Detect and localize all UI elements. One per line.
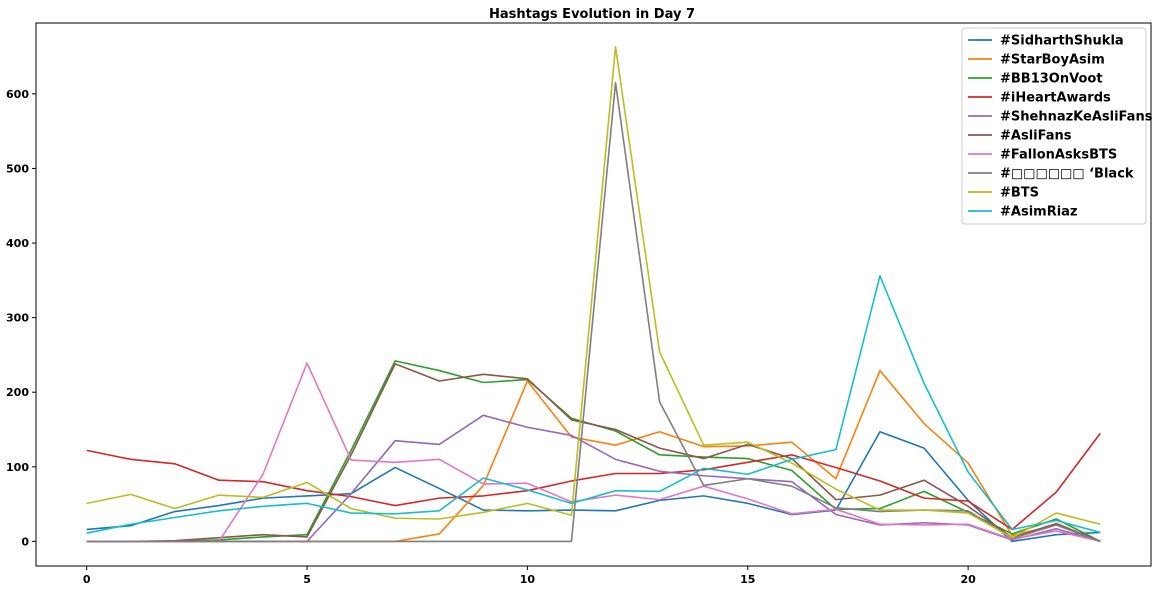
- legend-box: [961, 27, 1147, 225]
- y-tick-label: 0: [21, 535, 29, 548]
- legend-label: #iHeartAwards: [1000, 91, 1111, 106]
- legend-label: #ShehnazKeAsliFans: [1000, 110, 1153, 125]
- legend-label: #FallonAsksBTS: [1000, 148, 1117, 163]
- plot-frame: [35, 22, 1152, 567]
- x-tick-label: 15: [740, 573, 755, 586]
- series-line-6: [86, 362, 1101, 543]
- x-tick-label: 10: [520, 573, 536, 586]
- series-line-3: [86, 432, 1101, 531]
- legend: #SidharthShukla #StarBoyAsim #BB13OnVoot #i…: [961, 27, 1153, 225]
- legend-label: #AsliFans: [1000, 129, 1072, 144]
- y-tick-label: 100: [6, 461, 29, 474]
- series-line-2: [86, 360, 1101, 543]
- legend-item: #ShehnazKeAsliFans: [968, 110, 1153, 125]
- legend-item: #AsliFans: [968, 129, 1072, 144]
- legend-label: #BTS: [1000, 186, 1039, 201]
- legend-label: #SidharthShukla: [1000, 34, 1124, 49]
- legend-item: #AsimRiaz: [968, 205, 1078, 220]
- legend-label: #BB13OnVoot: [1000, 72, 1103, 87]
- legend-item: #StarBoyAsim: [968, 53, 1105, 68]
- series-line-4: [86, 414, 1101, 543]
- y-tick-label: 500: [6, 162, 29, 175]
- chart-title: Hashtags Evolution in Day 7: [489, 7, 695, 22]
- x-tick-label: 20: [960, 573, 976, 586]
- series-line-0: [86, 430, 1101, 543]
- series-line-7: [86, 81, 1101, 543]
- legend-item: #□□□□□□ ‘Black: [968, 167, 1134, 182]
- legend-item: #FallonAsksBTS: [968, 148, 1117, 163]
- legend-item: #BTS: [968, 186, 1039, 201]
- series-line-1: [86, 369, 1101, 543]
- y-tick-label: 400: [6, 237, 29, 250]
- series-group: [86, 46, 1101, 543]
- legend-item: #SidharthShukla: [968, 34, 1124, 49]
- y-tick-label: 300: [6, 312, 29, 325]
- x-axis: 0 5 10 15 20: [83, 566, 976, 586]
- series-line-8: [86, 46, 1101, 539]
- y-axis: 0 100 200 300 400 500 600: [6, 88, 36, 548]
- x-tick-label: 5: [303, 573, 311, 586]
- legend-label: #AsimRiaz: [1000, 205, 1078, 220]
- plot-area: [35, 22, 1152, 567]
- y-tick-label: 200: [6, 386, 29, 399]
- legend-item: #BB13OnVoot: [968, 72, 1103, 87]
- legend-item: #iHeartAwards: [968, 91, 1111, 106]
- legend-label: #□□□□□□ ‘Black: [1000, 167, 1134, 182]
- x-tick-label: 0: [83, 573, 91, 586]
- y-tick-label: 600: [6, 88, 29, 101]
- series-line-5: [86, 363, 1101, 543]
- series-line-9: [86, 275, 1101, 534]
- legend-label: #StarBoyAsim: [1000, 53, 1105, 68]
